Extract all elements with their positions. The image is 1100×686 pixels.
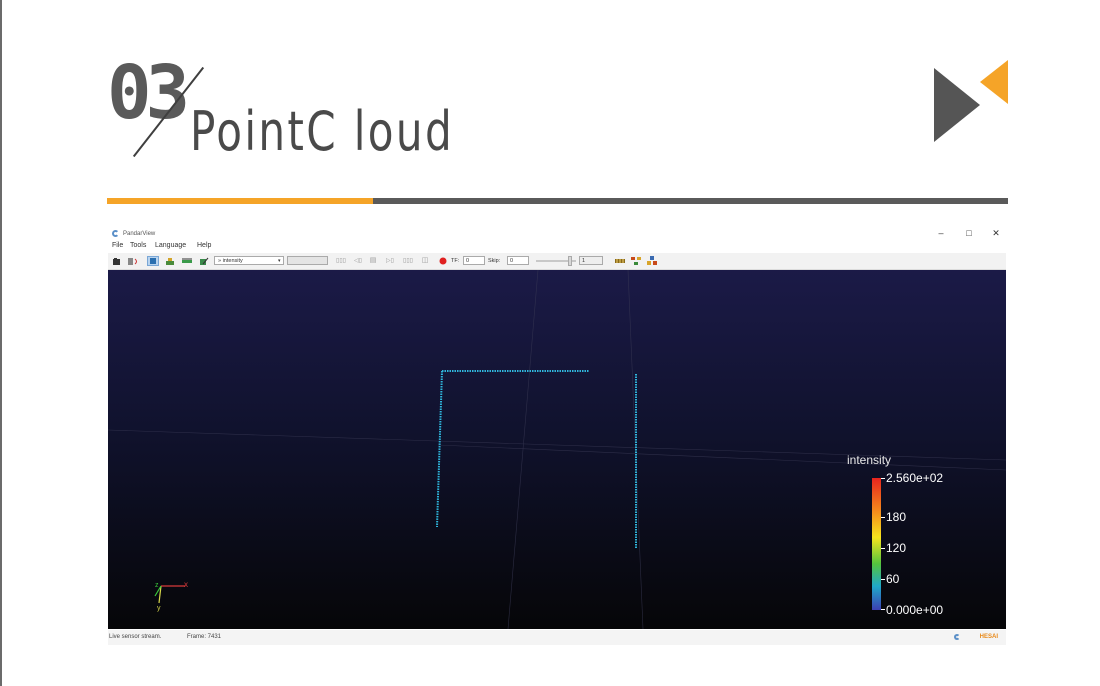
pause-icon[interactable]: ▤: [369, 257, 377, 264]
pandarview-window: PandarView – □ ✕ File Tools Language Hel…: [108, 224, 1006, 645]
playback-slider-thumb[interactable]: [568, 256, 572, 266]
axis-x-label: x: [184, 580, 188, 589]
skip-label: Skip:: [488, 258, 501, 264]
step-forward-icon[interactable]: ▷▯: [386, 258, 394, 264]
grid-view-icon[interactable]: [164, 256, 176, 266]
status-message: Live sensor stream.: [109, 634, 162, 640]
legend-tick-180: [881, 517, 885, 518]
minimize-button[interactable]: –: [938, 228, 944, 238]
legend-tick-120: [881, 548, 885, 549]
legend-tick-min: [881, 609, 885, 610]
network-config-icon[interactable]: [630, 256, 642, 266]
status-bar: Live sensor stream. Frame: 7431 HESAI: [108, 630, 1006, 645]
axis-y-label: y: [157, 605, 161, 612]
legend-min-label: 0.000e+00: [886, 603, 944, 617]
loop-icon[interactable]: ◫: [421, 257, 429, 264]
sensor-stream-icon[interactable]: [126, 256, 140, 266]
header-divider-accent: [107, 198, 373, 204]
header-divider: [373, 198, 1008, 204]
close-button[interactable]: ✕: [992, 228, 1000, 238]
intensity-legend-title: intensity: [847, 453, 892, 467]
edit-points-icon[interactable]: [198, 256, 210, 266]
open-file-icon[interactable]: [111, 256, 121, 266]
measure-icon[interactable]: [180, 256, 194, 266]
legend-tick-60: [881, 579, 885, 580]
device-settings-icon[interactable]: [646, 256, 658, 266]
select-dropdown-icon[interactable]: ▾: [278, 258, 281, 264]
skip-spinbox[interactable]: 0: [507, 256, 529, 265]
maximize-button[interactable]: □: [966, 228, 972, 238]
slide-number: 03: [107, 50, 190, 136]
window-title: PandarView: [123, 231, 156, 237]
color-field-select[interactable]: » intensity: [214, 256, 284, 265]
toolbar: » intensity ▾ ▯▯▯ ◁▯ ▤ ▷▯ ▯▯▯ ◫ TF: 0 Sk…: [108, 253, 1006, 270]
legend-label-60: 60: [886, 572, 900, 586]
point-cloud-scan: [436, 370, 637, 549]
brand-arrow-logo: [934, 60, 1008, 142]
frame-back-icon[interactable]: ▯▯▯: [336, 258, 346, 264]
tf-label: TF:: [451, 258, 460, 264]
legend-tick-max: [881, 478, 885, 479]
record-icon[interactable]: [438, 256, 448, 266]
menu-file[interactable]: File: [112, 242, 124, 249]
frame-counter: Frame: 7431: [187, 634, 222, 640]
menu-tools[interactable]: Tools: [130, 242, 147, 249]
calibration-icon[interactable]: [614, 256, 626, 266]
axis-z-label: z: [155, 582, 159, 589]
brand-logo-icon: [954, 634, 960, 640]
tf-spinbox[interactable]: 0: [463, 256, 485, 265]
secondary-select[interactable]: [287, 256, 328, 265]
menu-language[interactable]: Language: [155, 242, 187, 249]
menu-help[interactable]: Help: [197, 242, 212, 249]
playback-slider-track[interactable]: [536, 260, 576, 262]
legend-label-120: 120: [886, 541, 907, 555]
orange-corner-triangle: [980, 60, 1008, 104]
legend-max-label: 2.560e+02: [886, 471, 944, 485]
frame-step-spinbox[interactable]: 1: [579, 256, 603, 265]
slide-title: PointC loud: [190, 100, 455, 163]
legend-label-180: 180: [886, 510, 907, 524]
brand-logo-text: HESAI: [979, 634, 998, 640]
orientation-axes-icon: x y z: [154, 580, 188, 612]
window-titlebar: PandarView – □ ✕: [108, 224, 1006, 242]
intensity-color-scale: [872, 478, 881, 610]
gray-play-triangle: [934, 68, 980, 142]
frame-forward-icon[interactable]: ▯▯▯: [403, 258, 413, 264]
step-back-icon[interactable]: ◁▯: [354, 258, 362, 264]
app-logo-icon: [112, 230, 119, 237]
view-mode-icon[interactable]: [147, 256, 159, 266]
point-cloud-viewport[interactable]: x y z intensity 2.560e+02 180 120 60 0.0…: [108, 270, 1006, 629]
slide-left-border: [0, 0, 2, 686]
